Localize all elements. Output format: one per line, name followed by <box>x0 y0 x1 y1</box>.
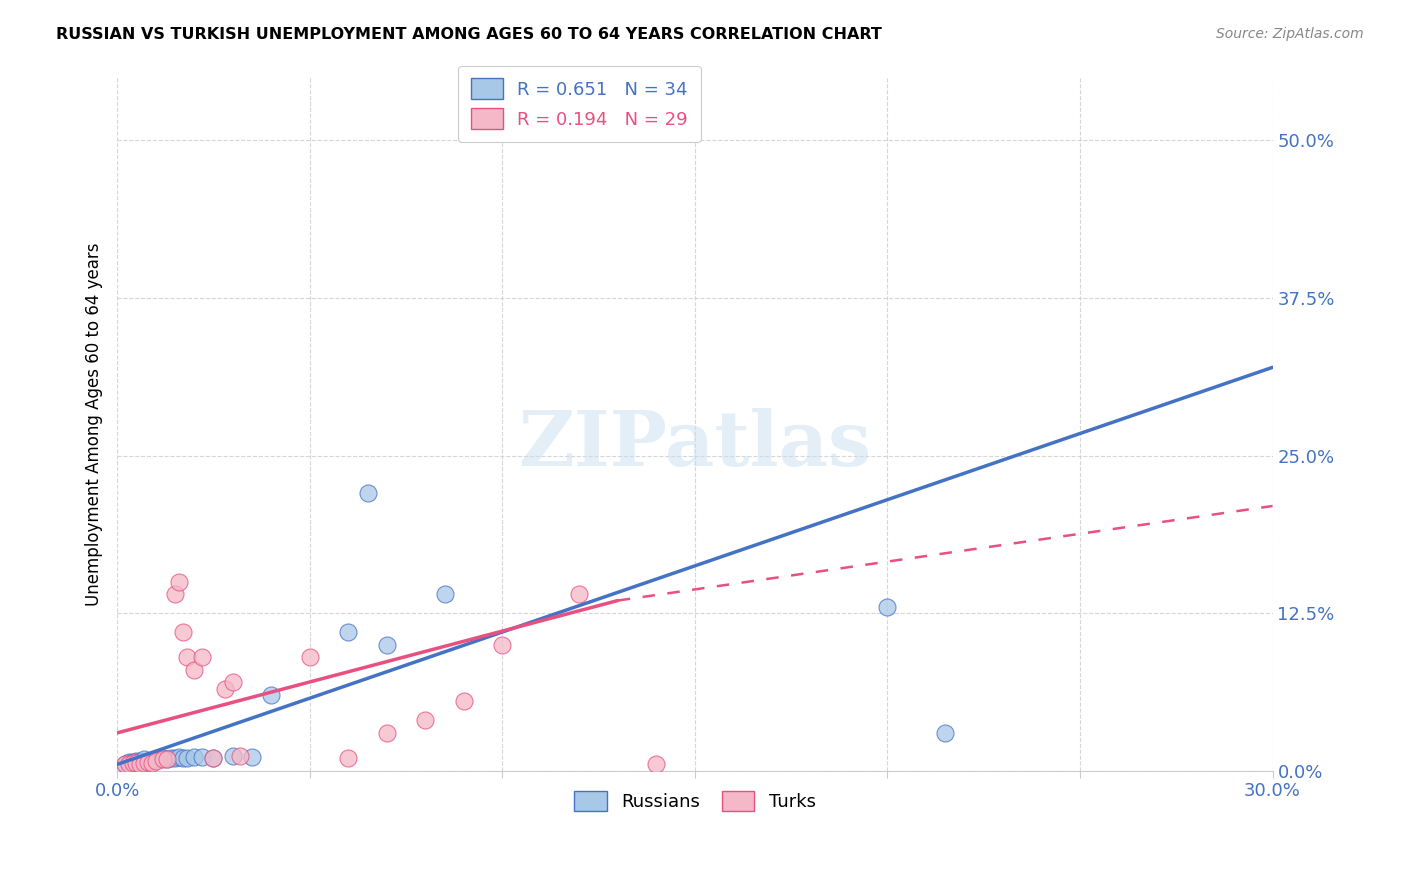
Point <box>214 681 236 696</box>
Point <box>176 751 198 765</box>
Point <box>172 625 194 640</box>
Point <box>118 756 141 771</box>
Point <box>202 751 225 765</box>
Point <box>118 757 141 772</box>
Point <box>183 663 205 677</box>
Point <box>163 751 186 765</box>
Point <box>934 726 956 740</box>
Point <box>125 756 148 771</box>
Point <box>202 751 225 765</box>
Point <box>134 756 156 771</box>
Point <box>222 748 245 763</box>
Point <box>240 749 263 764</box>
Point <box>876 599 898 614</box>
Point <box>121 755 143 769</box>
Point <box>134 752 156 766</box>
Point <box>152 752 174 766</box>
Point <box>129 755 152 769</box>
Point <box>163 587 186 601</box>
Point <box>356 486 378 500</box>
Point <box>298 650 321 665</box>
Point <box>121 756 143 771</box>
Point <box>229 748 252 763</box>
Point <box>148 752 170 766</box>
Point <box>125 755 148 769</box>
Text: RUSSIAN VS TURKISH UNEMPLOYMENT AMONG AGES 60 TO 64 YEARS CORRELATION CHART: RUSSIAN VS TURKISH UNEMPLOYMENT AMONG AG… <box>56 27 882 42</box>
Point <box>136 755 159 769</box>
Point <box>152 751 174 765</box>
Point <box>191 650 214 665</box>
Point <box>413 713 436 727</box>
Point <box>114 757 136 772</box>
Point <box>156 752 179 766</box>
Point <box>645 757 668 772</box>
Point <box>183 749 205 764</box>
Point <box>375 638 398 652</box>
Point <box>121 756 143 771</box>
Text: ZIPatlas: ZIPatlas <box>519 408 872 482</box>
Point <box>136 754 159 768</box>
Point <box>167 574 190 589</box>
Text: Source: ZipAtlas.com: Source: ZipAtlas.com <box>1216 27 1364 41</box>
Point <box>222 675 245 690</box>
Point <box>125 754 148 768</box>
Point <box>568 587 591 601</box>
Point <box>118 755 141 769</box>
Point <box>191 749 214 764</box>
Point <box>145 754 167 768</box>
Point <box>176 650 198 665</box>
Point <box>129 754 152 768</box>
Legend: Russians, Turks: Russians, Turks <box>561 778 828 824</box>
Point <box>375 726 398 740</box>
Point <box>156 752 179 766</box>
Point <box>172 751 194 765</box>
Point <box>134 755 156 769</box>
Point <box>141 754 163 768</box>
Point <box>129 757 152 772</box>
Point <box>453 694 475 708</box>
Point <box>337 625 360 640</box>
Point <box>491 638 513 652</box>
Y-axis label: Unemployment Among Ages 60 to 64 years: Unemployment Among Ages 60 to 64 years <box>86 243 103 606</box>
Point <box>114 757 136 772</box>
Point <box>160 751 183 765</box>
Point <box>145 752 167 766</box>
Point <box>337 751 360 765</box>
Point <box>433 587 456 601</box>
Point <box>167 749 190 764</box>
Point <box>141 756 163 771</box>
Point <box>260 688 283 702</box>
